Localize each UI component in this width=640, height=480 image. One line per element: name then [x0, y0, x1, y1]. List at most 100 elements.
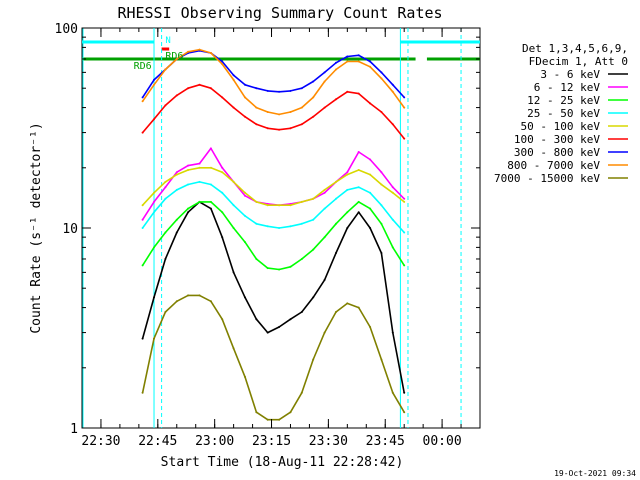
- data-point: [346, 60, 349, 63]
- data-point: [244, 83, 246, 86]
- data-point: [266, 418, 269, 421]
- data-point: [278, 326, 281, 328]
- data-point: [380, 252, 383, 254]
- data-point: [141, 337, 144, 340]
- data-point: [335, 311, 337, 313]
- data-point: [289, 265, 292, 268]
- data-point: [391, 391, 394, 394]
- data-point: [289, 127, 292, 130]
- data-point: [198, 162, 201, 165]
- data-point: [141, 391, 144, 394]
- x-tick-label: 23:30: [309, 434, 348, 449]
- data-point: [300, 123, 303, 126]
- data-point: [300, 311, 303, 313]
- data-point: [380, 111, 383, 113]
- data-point: [335, 252, 337, 254]
- series-line-5: [141, 84, 405, 140]
- data-point: [369, 173, 372, 176]
- data-point: [209, 87, 212, 90]
- data-point: [255, 258, 258, 260]
- data-point: [244, 214, 246, 217]
- series-line-2: [141, 201, 405, 271]
- data-point: [403, 231, 406, 234]
- data-point: [312, 218, 315, 221]
- data-point: [141, 218, 144, 221]
- legend-label: 300 - 800 keV: [514, 146, 600, 159]
- data-point: [221, 60, 224, 63]
- data-point: [175, 188, 178, 191]
- data-point: [323, 80, 326, 83]
- data-point: [209, 207, 212, 210]
- data-point: [244, 96, 246, 99]
- data-point: [175, 94, 178, 97]
- data-point: [244, 191, 246, 194]
- data-point: [164, 258, 167, 260]
- data-point: [391, 123, 394, 126]
- data-point: [335, 180, 337, 183]
- series-line-8: [141, 294, 405, 421]
- data-point: [221, 191, 224, 194]
- data-point: [266, 225, 269, 228]
- data-point: [244, 241, 246, 244]
- data-point: [209, 183, 212, 186]
- flag-label: RD6: [165, 51, 183, 62]
- data-point: [380, 71, 383, 74]
- data-point: [198, 294, 201, 297]
- data-point: [357, 200, 360, 203]
- data-point: [175, 231, 178, 234]
- data-point: [380, 171, 383, 174]
- data-point: [278, 227, 281, 229]
- data-point: [221, 166, 224, 169]
- data-point: [278, 204, 281, 207]
- data-point: [380, 204, 383, 207]
- data-point: [346, 211, 349, 214]
- data-point: [141, 96, 144, 99]
- data-point: [164, 197, 167, 200]
- data-point: [312, 248, 315, 251]
- data-point: [255, 222, 258, 225]
- data-point: [357, 211, 360, 214]
- data-point: [335, 68, 337, 71]
- data-point: [300, 222, 303, 225]
- y-axis-label: Count Rate (s⁻¹ detector⁻¹): [29, 122, 44, 333]
- data-point: [289, 204, 292, 207]
- data-point: [357, 92, 360, 95]
- data-point: [335, 61, 337, 64]
- y-tick-label: 10: [62, 222, 78, 237]
- data-point: [153, 118, 155, 121]
- y-tick-label: 1: [70, 422, 78, 437]
- data-point: [153, 191, 155, 194]
- data-point: [255, 87, 258, 90]
- data-point: [187, 169, 190, 171]
- data-point: [391, 83, 394, 86]
- data-point: [175, 218, 178, 221]
- data-point: [232, 74, 235, 77]
- timestamp: 19-Oct-2021 09:34: [554, 469, 636, 478]
- data-point: [141, 227, 144, 229]
- data-point: [255, 123, 258, 126]
- data-point: [187, 164, 190, 167]
- data-point: [278, 128, 281, 131]
- data-point: [153, 246, 155, 249]
- data-point: [187, 207, 190, 210]
- data-point: [380, 77, 383, 80]
- data-point: [278, 268, 281, 271]
- x-tick-label: 22:45: [138, 434, 177, 449]
- data-point: [266, 204, 269, 207]
- data-point: [278, 418, 281, 421]
- data-point: [403, 96, 406, 99]
- data-point: [153, 83, 155, 86]
- legend-label: 12 - 25 keV: [527, 94, 600, 107]
- y-tick-label: 100: [55, 22, 78, 37]
- data-point: [300, 87, 303, 90]
- series-lines: [141, 48, 406, 421]
- data-point: [369, 326, 372, 328]
- x-tick-label: 23:00: [195, 434, 234, 449]
- data-point: [255, 200, 258, 203]
- data-point: [300, 258, 303, 260]
- x-axis-ticks: 22:30 22:45 23:00 23:15 23:30 23:45 00:00: [81, 28, 481, 449]
- data-point: [323, 188, 326, 191]
- data-point: [380, 358, 383, 361]
- data-point: [187, 183, 190, 186]
- series-line-1: [141, 147, 405, 221]
